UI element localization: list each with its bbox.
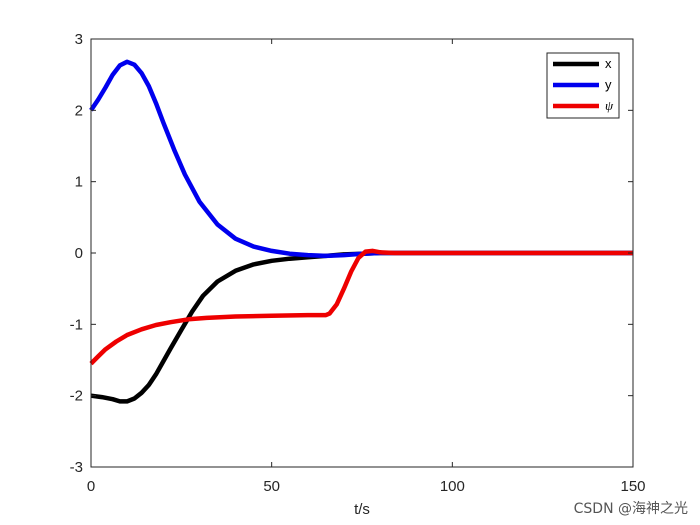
- series-layer: [89, 59, 633, 404]
- y-tick-label: 3: [75, 31, 83, 48]
- y-tick-label: 2: [75, 102, 83, 119]
- legend-label: y: [605, 77, 612, 92]
- series-line-2: [89, 59, 633, 259]
- x-axis-label: t/s: [354, 501, 370, 518]
- x-tick-label: 50: [263, 478, 280, 495]
- tick-layer: 0 50 100 150 -3 -2 -1 0 1 2 3: [70, 31, 646, 495]
- legend: xyψ: [546, 52, 620, 119]
- y-tick-label: -1: [70, 316, 83, 333]
- x-tick-label: 0: [87, 478, 95, 495]
- legend-label: ψ: [605, 98, 614, 113]
- legend-label: x: [605, 56, 612, 71]
- y-tick-label: -2: [70, 388, 83, 405]
- x-tick-label: 100: [440, 478, 465, 495]
- series-line-3: [89, 248, 633, 366]
- x-tick-label: 150: [620, 478, 645, 495]
- watermark: CSDN @海神之光: [574, 501, 688, 517]
- y-tick-label: 1: [75, 174, 83, 191]
- y-tick-label: 0: [75, 245, 83, 262]
- y-tick-label: -3: [70, 459, 83, 476]
